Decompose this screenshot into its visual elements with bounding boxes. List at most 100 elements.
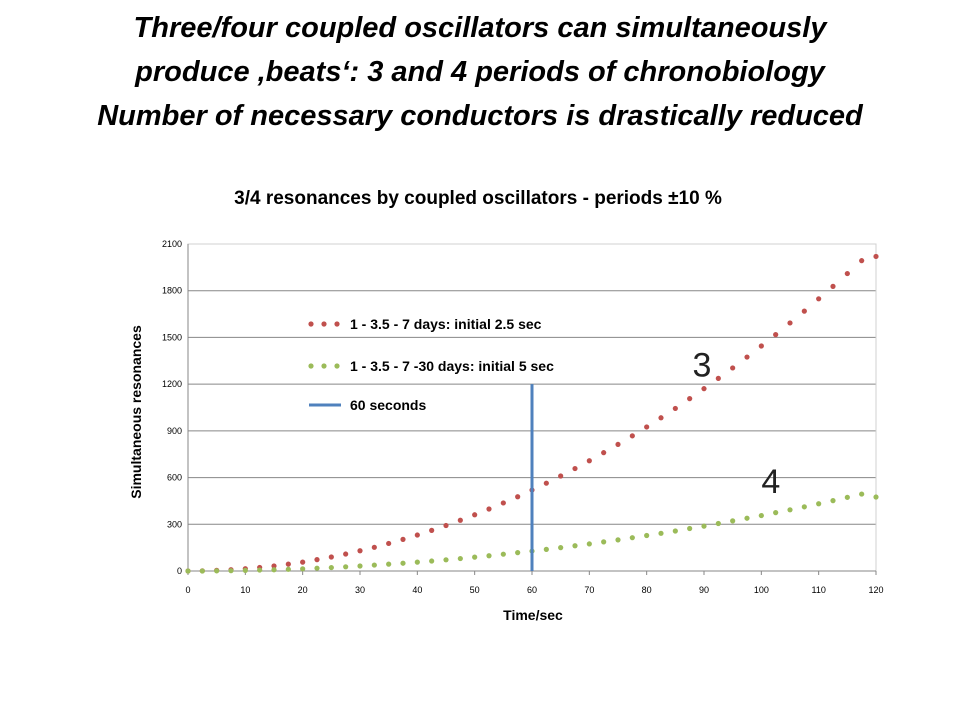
data-point-green <box>314 565 320 571</box>
y-tick-label: 1500 <box>162 332 182 342</box>
data-point-red <box>314 557 320 563</box>
y-tick-label: 1800 <box>162 286 182 296</box>
data-point-red <box>558 473 564 479</box>
data-point-green <box>199 568 205 574</box>
data-point-red <box>758 343 764 349</box>
data-point-red <box>300 559 306 565</box>
data-point-green <box>472 554 478 560</box>
data-point-green <box>730 518 736 524</box>
data-point-red <box>672 405 678 412</box>
legend-swatch-dot <box>334 363 340 369</box>
data-point-green <box>615 537 621 543</box>
data-point-green <box>558 545 564 551</box>
data-point-green <box>300 566 306 572</box>
data-point-green <box>816 501 822 507</box>
data-point-green <box>486 553 492 559</box>
data-point-green <box>830 498 836 504</box>
data-point-red <box>429 527 435 533</box>
data-point-green <box>457 555 463 562</box>
data-point-red <box>472 512 478 518</box>
x-axis-label: Time/sec <box>503 607 563 623</box>
y-tick-label: 600 <box>167 473 182 483</box>
x-tick-label: 100 <box>754 585 769 595</box>
data-point-green <box>758 512 764 519</box>
data-point-red <box>400 536 406 542</box>
data-point-green <box>873 494 879 500</box>
data-point-red <box>701 386 707 392</box>
data-point-red <box>644 424 650 430</box>
data-point-red <box>515 494 521 500</box>
data-point-green <box>257 567 263 573</box>
series-layer <box>185 253 879 574</box>
data-point-red <box>543 480 549 486</box>
data-point-red <box>773 332 779 338</box>
x-tick-label: 10 <box>240 585 250 595</box>
data-point-green <box>744 515 750 521</box>
data-point-red <box>787 320 793 326</box>
x-tick-label: 110 <box>811 585 825 595</box>
data-point-red <box>285 561 291 567</box>
data-point-green <box>228 568 234 574</box>
data-point-green <box>500 551 506 557</box>
data-point-green <box>801 504 807 510</box>
y-axis-label: Simultaneous resonances <box>128 325 144 499</box>
data-point-red <box>271 563 277 569</box>
legend: 1 - 3.5 - 7 days: initial 2.5 sec 1 - 3.5… <box>308 316 554 413</box>
axes: 0 300 600 900 1200 1500 1800 2100 0 10 20 30 40 50 60 7… <box>162 239 884 595</box>
data-point-red <box>730 365 736 371</box>
data-point-green <box>543 546 549 552</box>
data-point-red <box>687 396 693 402</box>
data-point-red <box>844 270 850 277</box>
data-point-red <box>873 253 879 260</box>
annotation-label-4: 4 <box>761 463 780 501</box>
data-point-green <box>443 557 449 563</box>
data-point-green <box>515 550 521 556</box>
x-tick-label: 60 <box>527 585 537 595</box>
data-point-green <box>715 520 721 527</box>
x-tick-label: 90 <box>699 585 709 595</box>
data-point-green <box>644 532 650 539</box>
data-point-red <box>658 415 664 421</box>
slide-title: Three/four coupled oscillators can simul… <box>0 6 960 138</box>
data-point-red <box>457 517 463 523</box>
x-tick-label: 80 <box>642 585 652 595</box>
y-tick-label: 0 <box>177 566 182 576</box>
data-point-green <box>629 535 635 541</box>
data-point-green <box>371 562 377 568</box>
data-point-red <box>801 308 807 314</box>
slide-title-line-2: produce ,beats‘: 3 and 4 periods of chro… <box>135 56 825 88</box>
data-point-red <box>328 554 334 560</box>
data-point-red <box>357 548 363 554</box>
legend-label: 1 - 3.5 - 7 -30 days: initial 5 sec <box>350 358 554 374</box>
legend-swatch-dot <box>308 363 314 369</box>
data-point-green <box>658 530 664 536</box>
x-tick-label: 120 <box>868 585 883 595</box>
legend-swatch-dot <box>321 321 327 327</box>
y-tick-label: 2100 <box>162 239 182 249</box>
x-tick-label: 50 <box>470 585 480 595</box>
data-point-red <box>586 458 592 464</box>
data-point-green <box>773 510 779 516</box>
legend-label: 1 - 3.5 - 7 days: initial 2.5 sec <box>350 316 542 332</box>
data-point-green <box>787 507 793 513</box>
data-point-green <box>414 559 420 565</box>
legend-label: 60 seconds <box>350 397 426 413</box>
x-tick-label: 30 <box>355 585 365 595</box>
data-point-green <box>844 494 850 500</box>
data-point-red <box>414 532 420 538</box>
x-tick-label: 0 <box>185 585 190 595</box>
data-point-green <box>343 564 349 570</box>
data-point-red <box>572 465 578 472</box>
slide-title-line-1: Three/four coupled oscillators can simul… <box>133 12 827 44</box>
legend-swatch-dot <box>321 363 327 369</box>
data-point-red <box>386 540 392 547</box>
chart-title: 3/4 resonances by coupled oscillators - … <box>234 188 722 209</box>
data-point-red <box>715 375 721 381</box>
data-point-red <box>816 296 822 302</box>
data-point-green <box>271 567 277 573</box>
x-tick-label: 70 <box>584 585 594 595</box>
data-point-green <box>185 568 191 574</box>
data-point-green <box>572 543 578 549</box>
data-point-green <box>687 525 693 532</box>
data-point-green <box>285 566 291 572</box>
